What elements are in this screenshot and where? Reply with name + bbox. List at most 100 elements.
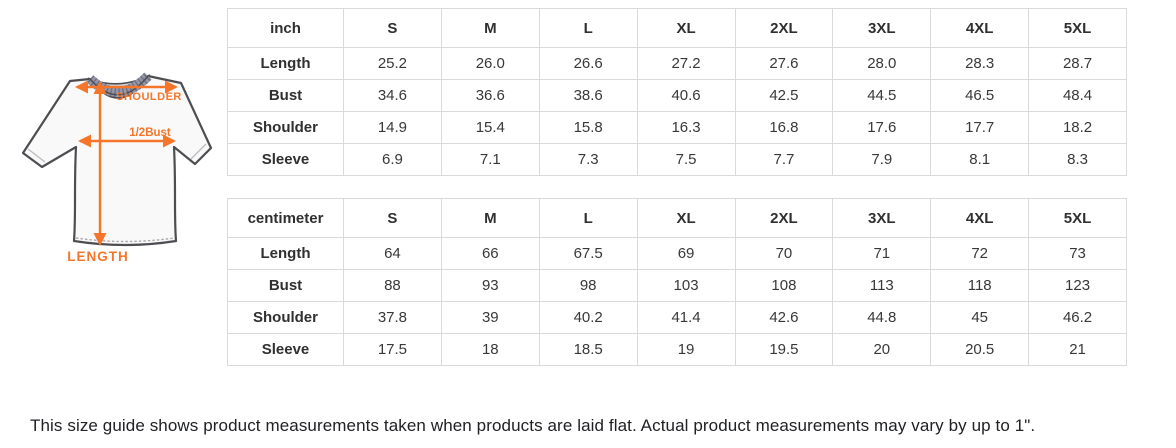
measurement-value: 34.6	[343, 79, 442, 112]
measurement-value: 42.5	[734, 79, 834, 112]
measurement-value: 44.8	[832, 301, 932, 334]
measurement-value: 72	[930, 237, 1030, 270]
size-column-header: 4XL	[930, 198, 1030, 238]
measurement-value: 7.3	[538, 143, 638, 176]
measurement-value: 39	[440, 301, 540, 334]
measurement-value: 113	[832, 269, 932, 302]
measurement-value: 20.5	[930, 333, 1030, 366]
measurement-value: 108	[734, 269, 834, 302]
right-cuff-stitch	[190, 143, 207, 160]
measurement-value: 44.5	[832, 79, 932, 112]
size-column-header: S	[343, 8, 442, 48]
size-column-header: M	[440, 198, 540, 238]
measurement-value: 67.5	[538, 237, 638, 270]
measurement-value: 70	[734, 237, 834, 270]
measurement-value: 18.5	[538, 333, 638, 366]
measurement-row: Bust 34.6 36.6 38.6 40.6 42.5 44.5 46.5 48.4	[227, 79, 1127, 112]
size-column-header: L	[538, 198, 638, 238]
size-header-row: inch S M L XL 2XL 3XL 4XL 5XL	[227, 8, 1127, 48]
measurement-label: Bust	[227, 269, 344, 302]
measurement-value: 19.5	[734, 333, 834, 366]
measurement-value: 19	[636, 333, 736, 366]
size-column-header: 5XL	[1028, 198, 1127, 238]
measurement-value: 6.9	[343, 143, 442, 176]
bust-arrow-label: 1/2Bust	[129, 127, 171, 139]
size-column-header: 5XL	[1028, 8, 1127, 48]
measurement-label: Length	[227, 47, 344, 80]
size-table-centimeter: centimeter S M L XL 2XL 3XL 4XL 5XL Length 64 66 67.…	[227, 198, 1127, 366]
size-column-header: M	[440, 8, 540, 48]
measurement-label: Bust	[227, 79, 344, 112]
measurement-value: 17.6	[832, 111, 932, 144]
size-column-header: 2XL	[734, 8, 834, 48]
measurement-value: 118	[930, 269, 1030, 302]
measurement-value: 37.8	[343, 301, 442, 334]
measurement-value: 27.2	[636, 47, 736, 80]
measurement-value: 16.8	[734, 111, 834, 144]
measurement-value: 25.2	[343, 47, 442, 80]
size-column-header: 4XL	[930, 8, 1030, 48]
measurement-label: Sleeve	[227, 333, 344, 366]
measurement-row: Shoulder 14.9 15.4 15.8 16.3 16.8 17.6 17.7 18.2	[227, 111, 1127, 144]
size-guide-note: This size guide shows product measuremen…	[30, 416, 1036, 435]
measurement-value: 15.8	[538, 111, 638, 144]
measurement-value: 21	[1028, 333, 1127, 366]
measurement-value: 71	[832, 237, 932, 270]
size-column-header: 3XL	[832, 198, 932, 238]
length-arrow-label: LENGTH	[67, 249, 129, 264]
measurement-value: 40.2	[538, 301, 638, 334]
measurement-value: 123	[1028, 269, 1127, 302]
tshirt-measurement-diagram: SHOULDER 1/2Bust LENGTH	[8, 60, 230, 272]
measurement-value: 88	[343, 269, 442, 302]
measurement-value: 28.3	[930, 47, 1030, 80]
measurement-value: 38.6	[538, 79, 638, 112]
size-column-header: S	[343, 198, 442, 238]
measurement-value: 103	[636, 269, 736, 302]
measurement-value: 98	[538, 269, 638, 302]
measurement-value: 73	[1028, 237, 1127, 270]
measurement-label: Shoulder	[227, 301, 344, 334]
measurement-row: Length 25.2 26.0 26.6 27.2 27.6 28.0 28.3 28.7	[227, 47, 1127, 80]
measurement-value: 64	[343, 237, 442, 270]
measurement-value: 48.4	[1028, 79, 1127, 112]
hem-stitching	[75, 237, 175, 243]
measurement-value: 14.9	[343, 111, 442, 144]
measurement-value: 36.6	[440, 79, 540, 112]
measurement-value: 27.6	[734, 47, 834, 80]
measurement-value: 26.0	[440, 47, 540, 80]
measurement-value: 69	[636, 237, 736, 270]
measurement-value: 7.7	[734, 143, 834, 176]
measurement-value: 18	[440, 333, 540, 366]
measurement-row: Shoulder 37.8 39 40.2 41.4 42.6 44.8 45 46.2	[227, 301, 1127, 334]
left-cuff-stitch	[27, 148, 46, 163]
measurement-label: Shoulder	[227, 111, 344, 144]
unit-header: centimeter	[227, 198, 344, 238]
measurement-row: Bust 88 93 98 103 108 113 118 123	[227, 269, 1127, 302]
size-column-header: L	[538, 8, 638, 48]
measurement-value: 66	[440, 237, 540, 270]
measurement-value: 26.6	[538, 47, 638, 80]
measurement-value: 45	[930, 301, 1030, 334]
measurement-value: 15.4	[440, 111, 540, 144]
measurement-row: Sleeve 17.5 18 18.5 19 19.5 20 20.5 21	[227, 333, 1127, 366]
measurement-value: 17.7	[930, 111, 1030, 144]
measurement-row: Sleeve 6.9 7.1 7.3 7.5 7.7 7.9 8.1 8.3	[227, 143, 1127, 176]
size-column-header: 2XL	[734, 198, 834, 238]
measurement-value: 41.4	[636, 301, 736, 334]
size-column-header: XL	[636, 8, 736, 48]
shoulder-arrow-label: SHOULDER	[116, 91, 182, 103]
size-table-inch: inch S M L XL 2XL 3XL 4XL 5XL Length 25.2 26.0 26.6 2…	[227, 8, 1127, 176]
measurement-value: 7.5	[636, 143, 736, 176]
measurement-value: 93	[440, 269, 540, 302]
measurement-value: 46.5	[930, 79, 1030, 112]
measurement-value: 28.7	[1028, 47, 1127, 80]
size-header-row: centimeter S M L XL 2XL 3XL 4XL 5XL	[227, 198, 1127, 238]
measurement-value: 18.2	[1028, 111, 1127, 144]
measurement-value: 7.1	[440, 143, 540, 176]
measurement-value: 17.5	[343, 333, 442, 366]
unit-header: inch	[227, 8, 344, 48]
measurement-label: Length	[227, 237, 344, 270]
measurement-value: 40.6	[636, 79, 736, 112]
measurement-value: 16.3	[636, 111, 736, 144]
measurement-value: 8.3	[1028, 143, 1127, 176]
